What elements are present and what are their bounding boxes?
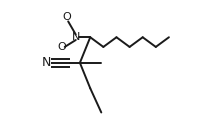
Text: N: N — [72, 32, 81, 42]
Text: N: N — [41, 56, 51, 69]
Text: O: O — [62, 12, 71, 22]
Text: O: O — [57, 42, 66, 52]
